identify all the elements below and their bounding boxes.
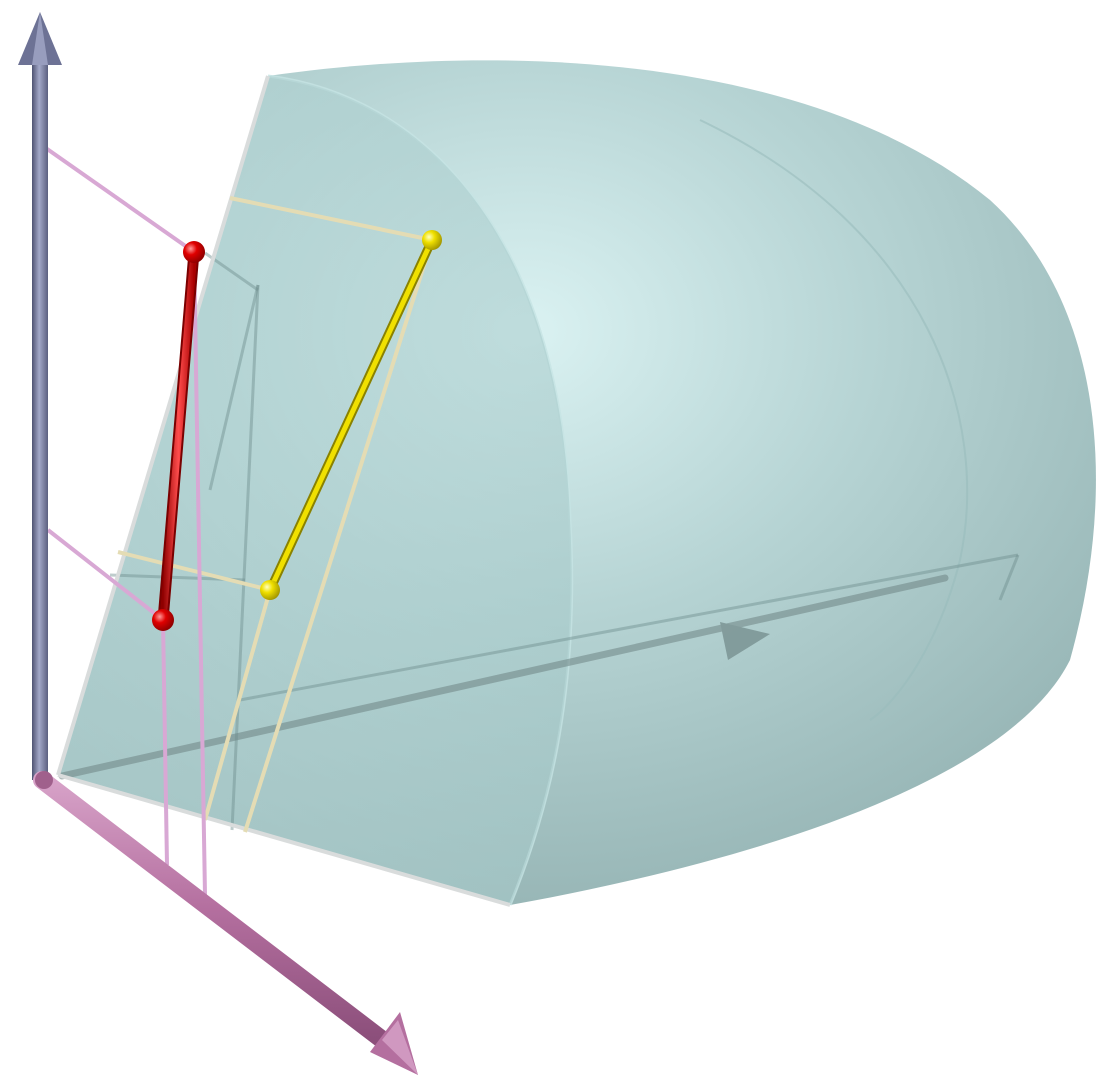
- yellow-guides: [117, 196, 434, 833]
- red-guides: [38, 142, 207, 896]
- solid-edge-bottom: [57, 773, 511, 907]
- red-endpoint-top: [183, 241, 205, 263]
- solid-edge-top: [56, 75, 270, 776]
- red-segment: [152, 241, 205, 631]
- depth-axis: [58, 574, 949, 780]
- vertical-axis: [18, 12, 62, 780]
- yellow-endpoint-top: [422, 230, 442, 250]
- red-endpoint-bottom: [152, 609, 174, 631]
- yellow-endpoint-bottom: [260, 580, 280, 600]
- horizontal-axis: [33, 771, 418, 1075]
- yellow-segment: [260, 230, 442, 600]
- solid-back-rim: [699, 119, 969, 721]
